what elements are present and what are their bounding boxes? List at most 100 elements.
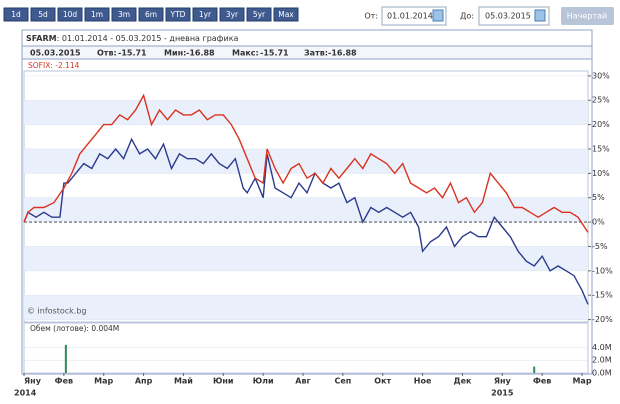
volume-bar — [64, 344, 67, 373]
range-button[interactable]: 1m — [84, 7, 110, 22]
volume-bar — [533, 366, 536, 373]
to-label: До: — [460, 12, 474, 21]
range-button-bg[interactable] — [246, 7, 272, 22]
info-date: 05.03.2015 — [30, 49, 81, 58]
info-row: 05.03.2015 Отв: -15.71 Мин: -16.88 Макс:… — [30, 49, 357, 58]
x-tick-label: Юли — [253, 377, 274, 386]
y-tick-label: -5% — [592, 242, 608, 251]
y-tick-label: 15% — [592, 144, 610, 153]
range-button-label: 1m — [91, 10, 103, 19]
to-input[interactable] — [478, 6, 550, 26]
info-label: Отв: — [97, 49, 117, 58]
grid-band — [24, 148, 588, 174]
x-tick-label: Яну — [24, 377, 42, 386]
info-open: -15.71 — [118, 49, 147, 58]
range-button-bg[interactable] — [192, 7, 218, 22]
y-tick-label: 4.0M — [592, 343, 612, 352]
info-label: Макс: — [232, 49, 259, 58]
range-button-label: 3m — [118, 10, 130, 19]
y-tick-label: 0.0M — [592, 369, 612, 378]
series-line — [23, 93, 589, 233]
range-button[interactable]: 1yr — [192, 7, 218, 22]
range-button-bg[interactable] — [111, 7, 137, 22]
y-tick-label: -15% — [592, 291, 613, 300]
x-tick-label: Дек — [453, 377, 472, 386]
info-label: Затв: — [304, 49, 328, 58]
symbol: SFARM — [26, 34, 57, 43]
y-tick-label: 30% — [592, 71, 610, 80]
range-button-bg[interactable] — [30, 7, 56, 22]
x-tick-label: Апр — [135, 377, 153, 386]
range-button[interactable]: 6m — [138, 7, 164, 22]
range-button-label: 5d — [38, 10, 48, 19]
x-tick-label: Фев — [533, 377, 551, 386]
year-label: 2015 — [491, 389, 514, 398]
x-tick-label: Фев — [55, 377, 73, 386]
range-button-label: Max — [278, 10, 294, 19]
x-tick-label: Яну — [494, 377, 512, 386]
x-tick-label: Мар — [94, 377, 113, 386]
y-tick-label: 25% — [592, 96, 610, 105]
toolbar: 1d 5d 10d 1m 3m 6m YTD 1yr 3yr 5yr Max — [3, 7, 299, 22]
subtitle: : 01.01.2014 - 05.03.2015 - дневна графи… — [57, 34, 239, 43]
chart-header: SFARM: 01.01.2014 - 05.03.2015 - дневна … — [26, 34, 239, 43]
range-button-bg[interactable] — [138, 7, 164, 22]
calendar-icon[interactable] — [432, 9, 444, 22]
y-tick-label: 5% — [592, 193, 605, 202]
range-button-label: 1yr — [199, 10, 212, 19]
info-low: -16.88 — [186, 49, 215, 58]
range-button-label: YTD — [170, 10, 186, 19]
range-button[interactable]: YTD — [165, 7, 191, 22]
range-button[interactable]: Max — [273, 7, 299, 22]
range-button-label: 5yr — [253, 10, 266, 19]
year-label: 2014 — [14, 389, 37, 398]
info-bar — [21, 45, 593, 60]
range-button[interactable]: 1d — [3, 7, 29, 22]
range-button-label: 6m — [145, 10, 157, 19]
x-tick-label: Окт — [374, 377, 391, 386]
y-tick-label: -10% — [592, 266, 613, 275]
grid-band — [24, 197, 588, 223]
y-tick-label: -20% — [592, 315, 613, 324]
calendar-icon[interactable] — [534, 9, 546, 22]
grid-band — [24, 100, 588, 125]
range-button-label: 3yr — [226, 10, 239, 19]
y-tick-label: 10% — [592, 169, 610, 178]
y-tick-label: 2.0M — [592, 356, 612, 365]
draw-button-label: Начертай — [567, 12, 607, 21]
draw-button[interactable] — [561, 7, 614, 25]
grid-band — [24, 295, 588, 320]
x-tick-label: Май — [174, 377, 193, 386]
range-button-bg[interactable] — [3, 7, 29, 22]
x-tick-label: Авг — [295, 377, 310, 386]
range-button[interactable]: 5d — [30, 7, 56, 22]
range-button-bg[interactable] — [273, 7, 299, 22]
range-button[interactable]: 3yr — [219, 7, 245, 22]
info-high: -15.71 — [260, 49, 289, 58]
range-button-bg[interactable] — [57, 7, 83, 22]
watermark: © infostock.bg — [27, 307, 86, 316]
y-tick-label: 20% — [592, 120, 610, 129]
x-tick-label: Юни — [213, 377, 234, 386]
volume-area — [23, 322, 589, 374]
x-tick-label: Сеп — [334, 377, 351, 386]
range-button-bg[interactable] — [219, 7, 245, 22]
grid-band — [24, 246, 588, 271]
range-button[interactable]: 10d — [57, 7, 83, 22]
plot: 30% 25% 20% 15% 10% 5% 0% -5% -10% -15% -20% © info… — [14, 61, 613, 398]
series-line — [23, 137, 589, 305]
volume-title: Обем (лотове): 0.004M — [30, 324, 119, 333]
range-button-bg[interactable] — [165, 7, 191, 22]
panel-border — [21, 29, 593, 375]
range-button-bg[interactable] — [84, 7, 110, 22]
to-value: 05.03.2015 — [485, 12, 531, 21]
range-button[interactable]: 3m — [111, 7, 137, 22]
from-input[interactable] — [381, 6, 447, 26]
y-tick-label: 0% — [592, 218, 605, 227]
from-label: От: — [364, 12, 378, 21]
range-button-label: 10d — [63, 10, 78, 19]
x-tick-label: Ное — [414, 377, 432, 386]
range-button[interactable]: 5yr — [246, 7, 272, 22]
